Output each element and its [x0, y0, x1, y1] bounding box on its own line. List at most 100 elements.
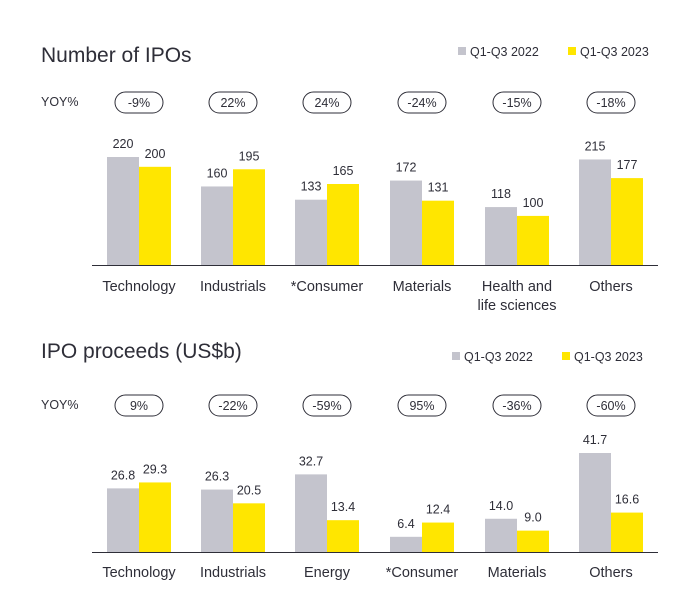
- bar-2022: [390, 536, 422, 552]
- yoy-pill: [302, 394, 352, 417]
- legend-label-2022: Q1-Q3 2022: [470, 45, 539, 59]
- bar-2022: [201, 489, 233, 552]
- data-label-2023: 177: [617, 158, 638, 172]
- bar-2022: [390, 180, 422, 265]
- bar-2023: [233, 503, 265, 552]
- legend-swatch-2022: [452, 352, 460, 360]
- yoy-pill: [114, 91, 164, 114]
- bar-2023: [422, 200, 454, 265]
- yoy-value: -24%: [407, 96, 436, 110]
- category-label: Others: [589, 279, 633, 295]
- data-label-2022: 26.8: [111, 468, 135, 482]
- yoy-value: -15%: [502, 96, 531, 110]
- bar-2023: [611, 512, 643, 552]
- category-label: Technology: [102, 279, 176, 295]
- data-label-2022: 215: [585, 139, 606, 153]
- yoy-value: -59%: [312, 399, 341, 413]
- yoy-pill: [586, 394, 636, 417]
- bar-2023: [422, 522, 454, 552]
- bar-2022: [107, 157, 139, 265]
- bar-2023: [327, 520, 359, 552]
- data-label-2022: 32.7: [299, 454, 323, 468]
- yoy-pill: [302, 91, 352, 114]
- category-label: Industrials: [200, 279, 266, 295]
- bar-2022: [485, 207, 517, 265]
- data-label-2023: 100: [523, 196, 544, 210]
- category-label: *Consumer: [291, 279, 364, 295]
- yoy-value: 22%: [220, 96, 245, 110]
- data-label-2022: 133: [301, 180, 322, 194]
- data-label-2023: 29.3: [143, 462, 167, 476]
- data-label-2023: 13.4: [331, 500, 355, 514]
- yoy-value: -60%: [596, 399, 625, 413]
- bar-2022: [107, 488, 139, 552]
- bar-2023: [611, 178, 643, 265]
- legend-swatch-2023: [568, 47, 576, 55]
- data-label-2022: 26.3: [205, 470, 229, 484]
- category-label: Materials: [393, 279, 452, 295]
- category-label: *Consumer: [386, 565, 459, 581]
- category-label: Materials: [488, 565, 547, 581]
- yoy-pill: [397, 91, 447, 114]
- bar-2023: [139, 482, 171, 552]
- data-label-2022: 41.7: [583, 433, 607, 447]
- category-label: Health and: [482, 279, 552, 295]
- yoy-value: -9%: [128, 96, 150, 110]
- bar-2023: [139, 166, 171, 265]
- data-label-2023: 20.5: [237, 483, 261, 497]
- legend-label-2023: Q1-Q3 2023: [580, 45, 649, 59]
- yoy-pill: [397, 394, 447, 417]
- yoy-value: 95%: [409, 399, 434, 413]
- data-label-2022: 172: [396, 161, 417, 175]
- yoy-pill: [208, 394, 258, 417]
- yoy-value: -36%: [502, 399, 531, 413]
- chart-title: Number of IPOs: [41, 44, 192, 67]
- yoy-label: YOY%: [41, 398, 79, 412]
- bar-2023: [517, 530, 549, 552]
- legend-swatch-2023: [562, 352, 570, 360]
- legend-swatch-2022: [458, 47, 466, 55]
- category-label: Industrials: [200, 565, 266, 581]
- data-label-2022: 14.0: [489, 499, 513, 513]
- bar-2022: [201, 186, 233, 265]
- yoy-value: -22%: [218, 399, 247, 413]
- data-label-2023: 16.6: [615, 493, 639, 507]
- yoy-pill: [492, 394, 542, 417]
- yoy-pill: [492, 91, 542, 114]
- data-label-2022: 160: [207, 166, 228, 180]
- bar-2022: [295, 474, 327, 552]
- bar-2022: [579, 453, 611, 552]
- bar-2022: [295, 199, 327, 265]
- yoy-label: YOY%: [41, 95, 79, 109]
- data-label-2023: 9.0: [524, 511, 541, 525]
- category-label: Others: [589, 565, 633, 581]
- data-label-2023: 131: [428, 181, 449, 195]
- data-label-2022: 6.4: [397, 517, 414, 531]
- yoy-pill: [114, 394, 164, 417]
- data-label-2023: 195: [239, 149, 260, 163]
- ipo-proceeds-chart: IPO proceeds (US$b) Q1-Q3 2022 Q1-Q3 2023 Y…: [41, 340, 658, 581]
- number-of-ipos-chart: Number of IPOs Q1-Q3 2022 Q1-Q3 2023 YOY% -9…: [41, 44, 658, 314]
- data-label-2022: 220: [113, 137, 134, 151]
- data-label-2023: 200: [145, 147, 166, 161]
- legend-label-2022: Q1-Q3 2022: [464, 350, 533, 364]
- bar-2023: [517, 215, 549, 265]
- data-label-2023: 12.4: [426, 503, 450, 517]
- bar-2023: [233, 169, 265, 265]
- yoy-value: 9%: [130, 399, 148, 413]
- category-label: life sciences: [478, 298, 557, 314]
- yoy-pill: [208, 91, 258, 114]
- bar-2022: [579, 159, 611, 265]
- category-label: Energy: [304, 565, 351, 581]
- data-label-2023: 165: [333, 164, 354, 178]
- yoy-value: 24%: [314, 96, 339, 110]
- chart-title: IPO proceeds (US$b): [41, 340, 242, 363]
- category-label: Technology: [102, 565, 176, 581]
- data-label-2022: 118: [491, 187, 511, 201]
- legend-label-2023: Q1-Q3 2023: [574, 350, 643, 364]
- bar-2023: [327, 184, 359, 265]
- yoy-value: -18%: [596, 96, 625, 110]
- bar-2022: [485, 518, 517, 552]
- yoy-pill: [586, 91, 636, 114]
